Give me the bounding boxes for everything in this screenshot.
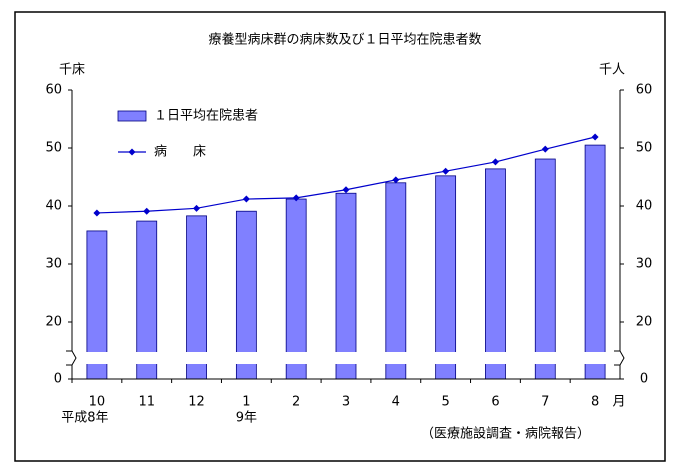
line-marker (392, 176, 400, 184)
y-tick-label: 20 (45, 315, 62, 330)
bar (584, 144, 606, 380)
y-tick-label: 0 (54, 372, 62, 387)
line-marker (491, 158, 499, 166)
bar (534, 158, 556, 380)
x-tick-label: 10 (89, 395, 106, 410)
y2-tick-label: 30 (636, 257, 653, 272)
x-tick-label: 5 (441, 395, 449, 410)
axis-break-mark (614, 350, 625, 366)
y2-axis-label: 千人 (599, 63, 625, 78)
year-label: 9年 (236, 411, 257, 426)
y-tick-label: 30 (45, 257, 62, 272)
y-tick-label: 60 (45, 83, 62, 98)
chart-title: 療養型病床群の病床数及び１日平均在院患者数 (208, 32, 481, 48)
x-tick-label: 3 (342, 395, 350, 410)
x-tick-label: 11 (138, 395, 155, 410)
source-note: （医療施設調査・病院報告） (421, 426, 590, 442)
axis-break-gap (64, 352, 628, 364)
x-tick-label: 2 (292, 395, 300, 410)
line-marker (541, 145, 549, 153)
line-marker (143, 207, 151, 215)
legend-label: 病 床 (154, 145, 206, 160)
x-tick-label: 7 (541, 395, 549, 410)
legend-swatch (117, 110, 147, 122)
line-marker (442, 167, 450, 175)
y2-tick-label: 50 (636, 141, 653, 156)
line-marker (242, 195, 250, 203)
year-label: 平成8年 (61, 411, 108, 426)
y2-tick-label: 20 (636, 315, 653, 330)
line-marker (342, 186, 350, 194)
y2-tick-label: 40 (636, 199, 653, 214)
bar (435, 175, 457, 380)
legend-marker (128, 148, 136, 156)
bar (385, 182, 407, 380)
line-marker (591, 133, 599, 141)
y-tick-label: 50 (45, 141, 62, 156)
y2-tick-label: 0 (640, 372, 648, 387)
x-unit: 月 (612, 395, 625, 410)
y2-tick-label: 60 (636, 83, 653, 98)
x-tick-label: 4 (392, 395, 400, 410)
axis-break-mark (66, 350, 77, 366)
x-tick-label: 8 (591, 395, 599, 410)
x-tick-label: 6 (491, 395, 499, 410)
bar (335, 192, 357, 380)
x-tick-label: 1 (242, 395, 250, 410)
y-tick-label: 40 (45, 199, 62, 214)
y-axis-label: 千床 (59, 63, 85, 78)
x-tick-label: 12 (188, 395, 205, 410)
legend-label: １日平均在院患者 (154, 109, 258, 124)
bar (485, 168, 506, 380)
line-marker (93, 209, 101, 217)
line-marker (193, 204, 201, 212)
line-marker (292, 194, 300, 202)
